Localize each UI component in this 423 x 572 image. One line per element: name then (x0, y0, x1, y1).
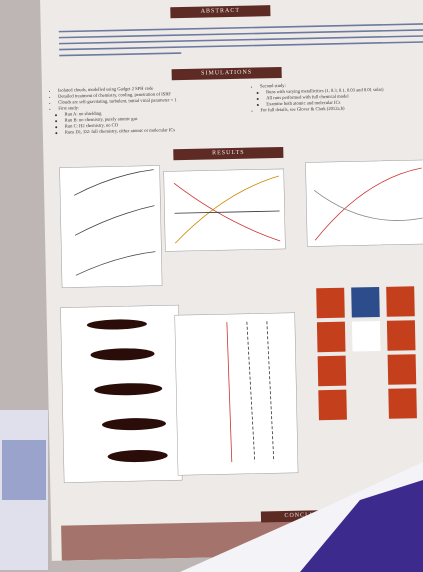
neighbor-figure (2, 440, 46, 500)
photo: Abstract Simulations Isolated clouds, mo… (0, 0, 423, 572)
foreground (0, 0, 423, 572)
